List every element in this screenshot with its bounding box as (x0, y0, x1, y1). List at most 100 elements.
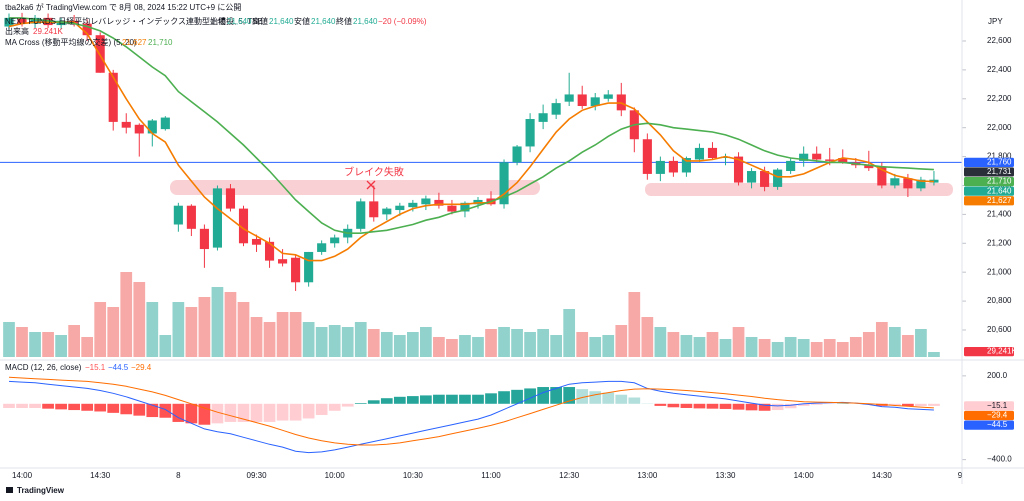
volume-tag (964, 347, 1014, 357)
candle-body (121, 121, 131, 128)
ohlc: 始値 21,640 高値 21,640 安値 21,640 終値 21,640 −20 (−0.… (210, 16, 427, 26)
macd-histogram (446, 394, 458, 404)
volume-bar (16, 327, 28, 357)
candle-body (512, 146, 522, 163)
x-tick-label: 10:30 (403, 471, 424, 480)
macd-histogram (420, 395, 432, 404)
volume-bar (250, 317, 263, 357)
footer-brand: TradingView (17, 486, 65, 495)
candle-body (655, 160, 665, 174)
volume-value: 29.241K (33, 27, 63, 36)
candle-body (694, 147, 705, 160)
price-tag-label: 21,710 (987, 177, 1012, 186)
volume-bar (589, 337, 602, 357)
macd-label: MACD (12, 26, close) (5, 363, 82, 372)
macd-histogram (107, 403, 120, 413)
candle-body (499, 162, 509, 205)
volume-bar (367, 329, 380, 357)
macd-histogram (55, 403, 67, 410)
highlight-band (170, 180, 540, 195)
y-tick-label: 22,200 (987, 94, 1012, 103)
macd-histogram (589, 391, 602, 404)
volume-bar (576, 332, 589, 357)
x-tick-label: 13:30 (715, 471, 736, 480)
macd-histogram (81, 403, 94, 411)
logo (6, 487, 13, 493)
price-tag-label: 21,640 (987, 186, 1012, 195)
volume-bar (928, 352, 940, 357)
price-tag (964, 157, 1014, 167)
candle-body (681, 158, 691, 173)
ohlc-value: 21,640 (311, 17, 336, 26)
candle-body (356, 201, 366, 229)
y-tick-label: 22,600 (987, 36, 1012, 45)
x-tick-label: 9 (958, 471, 963, 480)
volume-bar (771, 342, 784, 357)
candle-body (590, 97, 600, 107)
volume-bar (107, 307, 120, 357)
x-tick-label: 13:00 (637, 471, 658, 480)
macd-histogram (302, 403, 315, 419)
volume-bar (237, 302, 250, 357)
volume-bar (849, 337, 862, 357)
ohlc-label: 安値 (294, 16, 310, 26)
volume-bar (146, 302, 159, 357)
ma-slow-value: 21,710 (148, 38, 173, 47)
macd-histogram (576, 389, 589, 404)
author-line: tba2ka6 が TradingView.com で 8月 08, 2024 … (5, 2, 241, 12)
macd-histogram (928, 403, 940, 406)
candle-body (4, 17, 14, 27)
candle-body (577, 94, 587, 107)
price-tag-label: 21,731 (987, 167, 1012, 176)
macd-histogram (16, 403, 28, 408)
volume-bar (550, 335, 563, 357)
highlight-band (645, 183, 953, 196)
volume-bar (81, 337, 94, 357)
macd-histogram (758, 403, 771, 411)
volume-bar (433, 337, 445, 357)
macd-histogram (315, 403, 328, 415)
line-series (8, 380, 934, 454)
volume-bar (784, 337, 797, 357)
x-tick-label: 14:00 (12, 471, 33, 480)
macd-histogram (498, 391, 510, 404)
macd-histogram (380, 398, 393, 404)
y-tick-label: 21,800 (987, 152, 1012, 161)
macd-histogram (459, 394, 471, 404)
macd-histogram (224, 403, 237, 422)
macd-histogram (120, 403, 133, 415)
legend-header: tba2ka6 が TradingView.com で 8月 08, 2024 … (2, 2, 427, 372)
volume-bar (224, 292, 237, 357)
candle-body (395, 205, 405, 211)
candle-body (291, 257, 301, 283)
volume-bar (172, 302, 185, 357)
macd-histogram (237, 403, 250, 422)
macd-histogram (211, 403, 224, 424)
x-tick-label: 14:00 (794, 471, 815, 480)
x-tick-label: 09:30 (247, 471, 268, 480)
volume-bar (263, 322, 276, 357)
candle-body (707, 147, 718, 159)
y-tick-label: 21,000 (987, 267, 1012, 276)
volume-bar (875, 322, 888, 357)
candle-body (264, 241, 275, 261)
y-tick-label: 20,800 (987, 296, 1012, 305)
candle-body (173, 205, 183, 225)
macd-histogram (615, 394, 628, 404)
y-tick-label: 21,400 (987, 209, 1012, 218)
volume-label: 出来高 (5, 26, 29, 36)
macd-histogram (185, 403, 198, 424)
candle-body (160, 117, 170, 130)
footer: TradingView (6, 486, 65, 495)
candle-body (538, 113, 548, 122)
volume-bar (302, 322, 315, 357)
volume-bar (719, 339, 732, 357)
plot-area: 14:00 14:30 8 09:30 10:00 10:30 11:00 12:30 13:0… (0, 12, 1017, 480)
macd-histogram (472, 394, 484, 404)
volume-bar (354, 322, 367, 357)
price-tag (964, 176, 1014, 187)
volume-bar (485, 329, 497, 357)
macd-histogram (602, 392, 615, 404)
volume-bar (862, 332, 875, 357)
y-tick-label: 22,400 (987, 65, 1012, 74)
